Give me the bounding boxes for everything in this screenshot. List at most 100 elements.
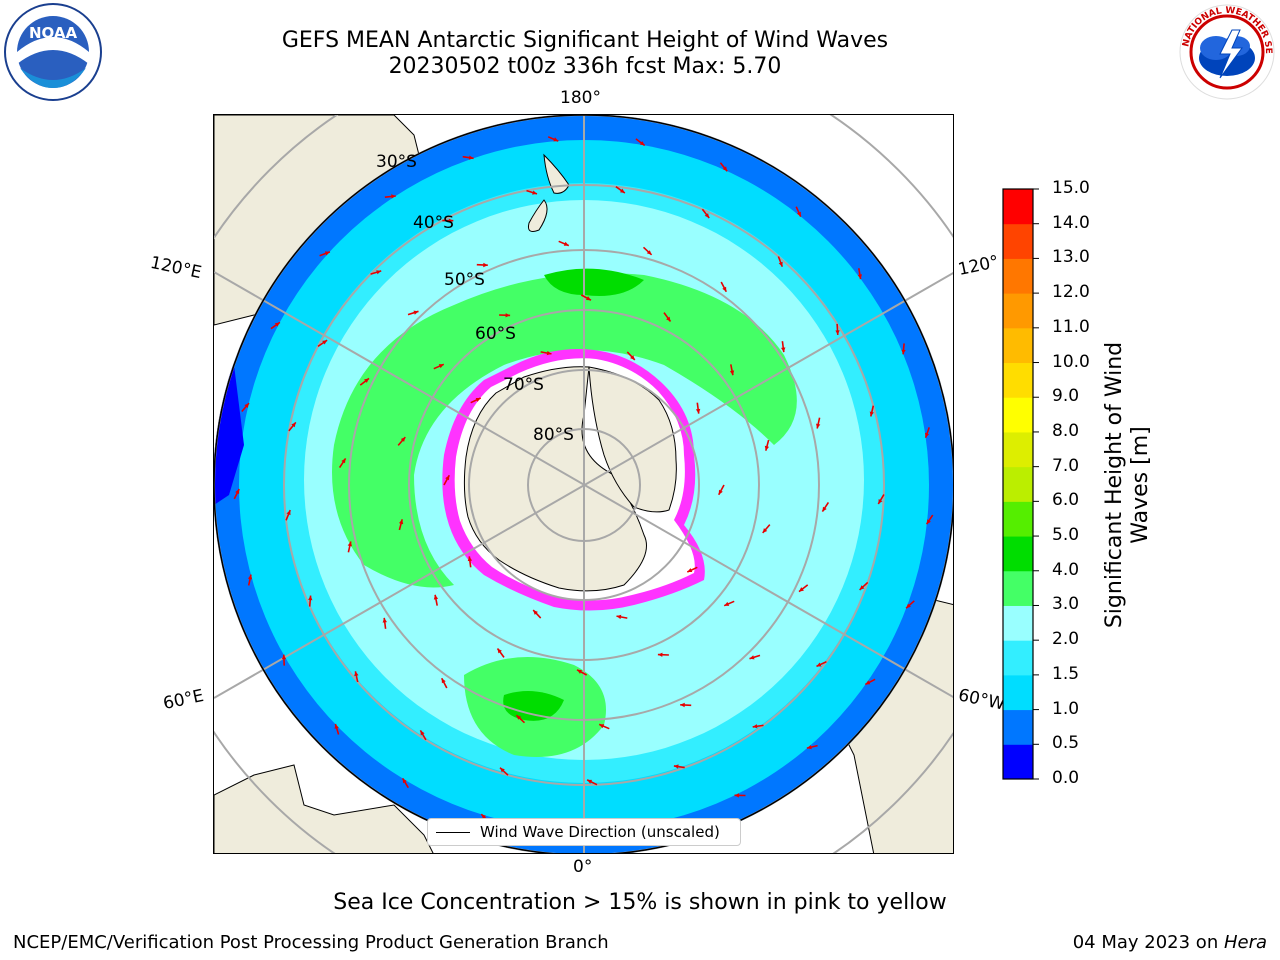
wave-arrow-head xyxy=(646,250,652,255)
colorbar-tick-label: 15.0 xyxy=(1052,178,1090,198)
colorbar-bin xyxy=(1003,709,1033,745)
wave-arrow-head xyxy=(475,398,481,402)
map-legend: Wind Wave Direction (unscaled) xyxy=(427,818,741,846)
wave-arrow-head xyxy=(448,218,454,223)
wave-arrow-head xyxy=(286,510,291,516)
wave-arrow-head xyxy=(859,585,865,590)
wave-arrow-head xyxy=(857,274,862,280)
lon-label-0: 0° xyxy=(573,857,593,877)
wave-arrow-head xyxy=(382,617,387,623)
colorbar-bin xyxy=(1003,327,1033,364)
wave-arrow-head xyxy=(639,141,645,146)
wave-arrow-head xyxy=(586,296,591,301)
colorbar-tick-label: 8.0 xyxy=(1052,420,1080,441)
wave-arrow-head xyxy=(620,188,625,193)
lat-label-80s: 80°S xyxy=(533,425,574,445)
wave-arrow-head xyxy=(869,411,874,417)
credit-host: Hera xyxy=(1223,932,1267,953)
colorbar-bin xyxy=(1003,640,1033,676)
colorbar-tick-label: 5.0 xyxy=(1052,525,1080,546)
wave-arrow-head xyxy=(695,408,701,414)
wave-arrow-head xyxy=(334,724,339,729)
wave-arrow-head xyxy=(244,403,249,408)
wave-arrow-head xyxy=(235,489,240,494)
colorbar-tick-label: 3.0 xyxy=(1052,594,1080,615)
colorbar-tick-label: 1.0 xyxy=(1052,698,1080,719)
colorbar-bin xyxy=(1003,501,1033,537)
wave-arrow-head xyxy=(926,519,931,525)
colorbar-tick-label: 1.5 xyxy=(1052,663,1080,684)
wave-arrow-head xyxy=(666,316,671,322)
wave-arrow-head xyxy=(441,678,446,684)
lon-label-120w: 120° xyxy=(956,251,1001,281)
wave-arrow-head xyxy=(816,662,822,667)
colorbar-bin xyxy=(1003,189,1033,225)
colorbar-bin xyxy=(1003,674,1033,711)
wave-arrow-head xyxy=(587,779,593,784)
wave-arrow-head xyxy=(497,648,502,654)
wave-arrow-head xyxy=(468,155,474,160)
lat-label-60s: 60°S xyxy=(475,324,516,344)
wave-arrow-head xyxy=(906,603,911,609)
lon-label-60w: 60°W xyxy=(956,685,1007,715)
wave-arrow-head xyxy=(616,614,622,620)
wave-arrow-head xyxy=(505,313,511,318)
wave-arrow-head xyxy=(445,475,450,481)
colorbar-tick-label: 7.0 xyxy=(1052,455,1080,476)
colorbar-tick-label: 9.0 xyxy=(1052,386,1080,407)
wave-arrow-head xyxy=(729,370,735,376)
wave-arrow-head xyxy=(718,489,723,495)
wave-arrow-head xyxy=(673,764,679,769)
wave-arrow-head xyxy=(308,595,313,601)
wave-arrow-head xyxy=(324,251,330,256)
lat-label-30s: 30°S xyxy=(376,152,417,172)
wave-arrow-head xyxy=(291,422,296,428)
wave-arrow-head xyxy=(599,724,605,729)
wave-arrow-head xyxy=(901,349,906,355)
wave-arrow-head xyxy=(274,322,280,327)
colorbar-bin xyxy=(1003,744,1033,780)
legend-line-swatch xyxy=(436,831,470,833)
colorbar-bin xyxy=(1003,605,1033,641)
wave-arrow-head xyxy=(749,655,755,660)
wave-arrow-head xyxy=(781,347,786,353)
wave-arrow-head xyxy=(281,654,287,660)
wave-arrow-head xyxy=(778,261,783,267)
wave-arrow-head xyxy=(420,730,425,736)
credit-right: 04 May 2023 on Hera xyxy=(1073,932,1267,953)
chart-title: GEFS MEAN Antarctic Significant Height o… xyxy=(281,28,889,53)
svg-text:NOAA: NOAA xyxy=(29,24,78,42)
lon-label-180: 180° xyxy=(560,88,601,108)
colorbar-bin xyxy=(1003,293,1033,329)
colorbar-label: Significant Height of Wind Waves [m] xyxy=(1102,341,1153,629)
colorbar-bin xyxy=(1003,570,1033,606)
wave-arrow-head xyxy=(438,364,444,369)
graticule xyxy=(214,115,953,853)
colorbar-tick-label: 4.0 xyxy=(1052,559,1080,580)
wave-arrow-head xyxy=(764,445,769,451)
wave-arrow-head xyxy=(376,270,382,275)
colorbar-bin xyxy=(1003,223,1033,259)
nws-logo: NATIONAL WEATHER SERVICE xyxy=(1176,2,1275,100)
colorbar-tick-label: 6.0 xyxy=(1052,490,1080,511)
lon-label-120e: 120°E xyxy=(148,252,204,284)
wave-arrow-head xyxy=(796,211,801,217)
wind-wave-arrows xyxy=(233,136,934,836)
lat-label-70s: 70°S xyxy=(503,375,544,395)
wave-arrow-head xyxy=(481,814,486,819)
wave-arrow-head xyxy=(400,437,406,442)
colorbar-bin xyxy=(1003,397,1033,433)
wave-arrow-head xyxy=(500,767,505,773)
colorbar-bin xyxy=(1003,362,1033,398)
wave-arrow-head xyxy=(247,574,253,580)
wave-arrow-head xyxy=(399,519,404,525)
wave-arrow-head xyxy=(752,724,758,729)
colorbar-tick-label: 12.0 xyxy=(1052,282,1090,303)
wave-arrow-head xyxy=(433,594,439,600)
wave-arrow-head xyxy=(722,286,727,292)
colorbar-tick-label: 14.0 xyxy=(1052,212,1090,233)
wave-arrow-head xyxy=(680,702,685,708)
wave-arrow-head xyxy=(816,423,821,429)
credit-date: 04 May 2023 on xyxy=(1072,932,1224,953)
wave-arrow-head xyxy=(657,652,663,657)
